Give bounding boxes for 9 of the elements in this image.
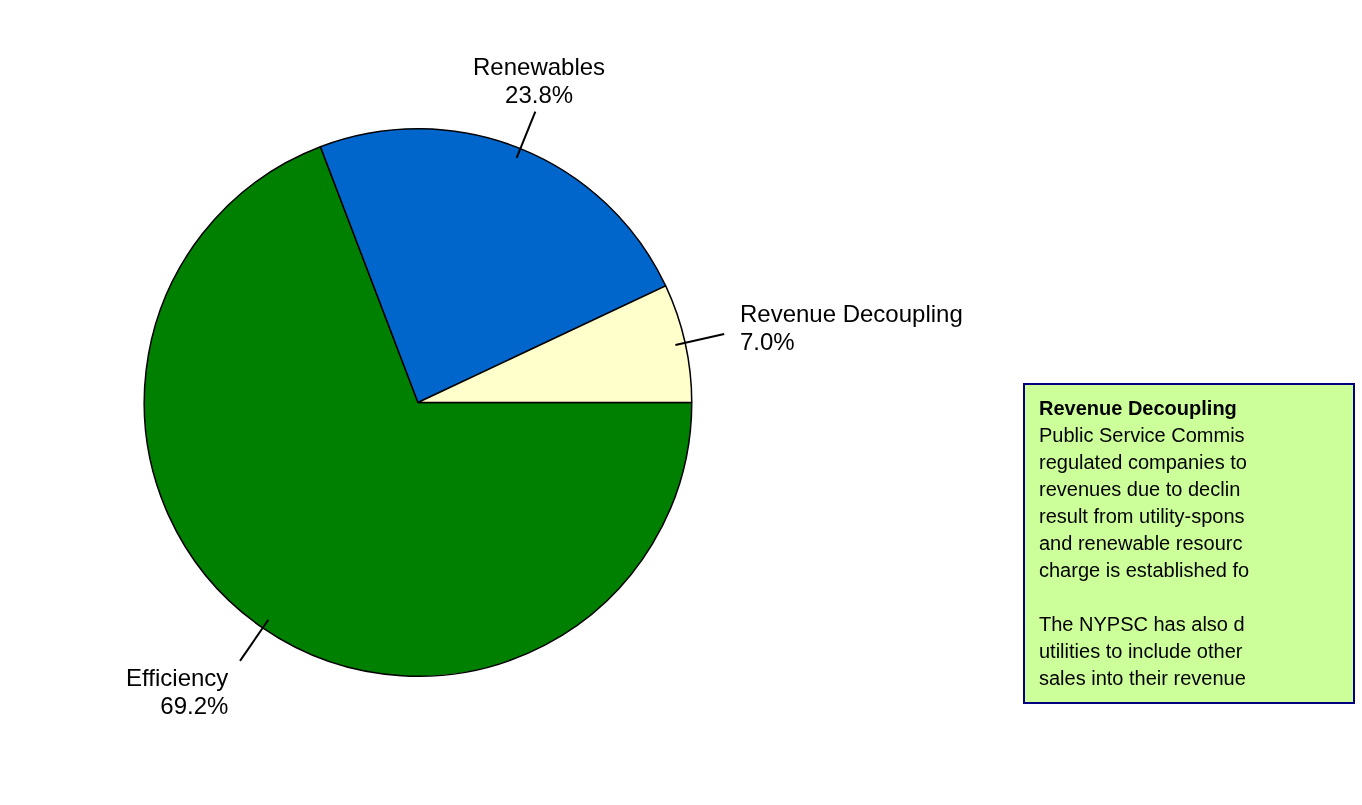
- text: The NYPSC has also d utilities to include other sales into their revenue: [1039, 612, 1247, 691]
- data-label: 23.8%: [505, 81, 574, 109]
- slice-label: Renewables: [473, 53, 606, 81]
- data-label: 7.0%: [739, 328, 795, 356]
- slice-label: Revenue Decoupling: [739, 300, 963, 328]
- text: Public Service Commis regulated companies to revenues due to declin result from utility-spons and renewable resourc charge is established fo: [1039, 423, 1251, 583]
- text: Revenue Decoupling: [1039, 396, 1238, 421]
- data-label: 69.2%: [160, 691, 229, 719]
- slice-label: Efficiency: [126, 663, 229, 691]
